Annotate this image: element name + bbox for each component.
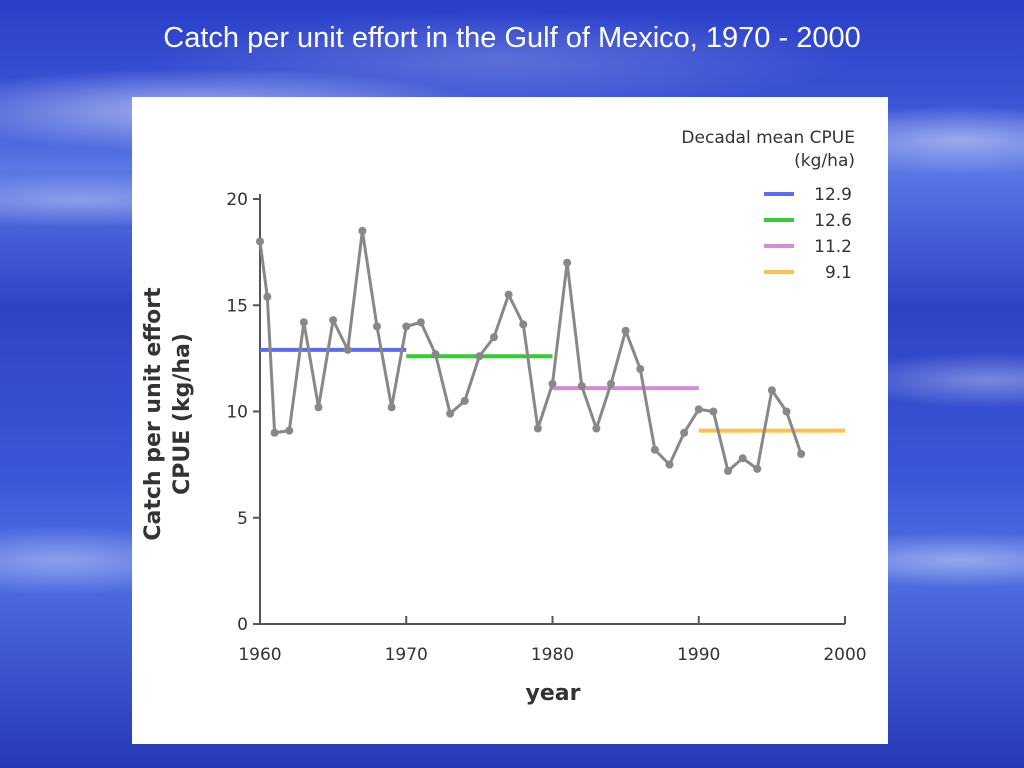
series xyxy=(256,226,806,475)
x-tick-label-2: 1980 xyxy=(531,645,574,665)
data-point-7 xyxy=(343,345,352,354)
y-axis-title-line1: Catch per unit effort xyxy=(141,287,166,541)
data-point-37 xyxy=(782,407,791,416)
data-point-1 xyxy=(263,292,272,301)
data-point-35 xyxy=(753,464,762,473)
legend-title-line2: (kg/ha) xyxy=(794,151,855,171)
data-point-23 xyxy=(577,382,586,390)
data-point-29 xyxy=(665,460,674,469)
data-point-38 xyxy=(797,450,806,458)
x-tick-label-1: 1970 xyxy=(385,645,428,665)
x-tick-label-3: 1990 xyxy=(677,645,720,665)
slide-title: Catch per unit effort in the Gulf of Mex… xyxy=(163,22,861,54)
data-point-16 xyxy=(475,352,484,361)
data-point-20 xyxy=(533,424,542,433)
y-tick-label-4: 20 xyxy=(226,190,248,210)
data-point-19 xyxy=(519,320,528,329)
data-point-22 xyxy=(563,258,572,267)
y-axis-title: Catch per unit effort CPUE (kg/ha) xyxy=(141,287,195,541)
data-point-8 xyxy=(358,226,367,235)
ticks: 0 5 10 15 20 1960 1970 1980 1990 2000 xyxy=(226,190,866,665)
data-point-32 xyxy=(709,407,718,416)
y-axis-title-line2: CPUE (kg/ha) xyxy=(170,333,195,495)
data-point-18 xyxy=(504,290,513,299)
chart-panel: 0 5 10 15 20 1960 1970 1980 1990 2000 Decadal mea… xyxy=(132,97,888,744)
data-point-13 xyxy=(431,350,440,359)
decadal-mean-lines xyxy=(260,347,845,433)
x-tick-label-4: 2000 xyxy=(823,645,866,665)
axes xyxy=(259,194,845,625)
data-point-9 xyxy=(373,322,381,331)
data-point-3 xyxy=(285,426,294,435)
y-tick-label-0: 0 xyxy=(237,615,248,635)
data-point-10 xyxy=(387,403,396,412)
data-point-4 xyxy=(299,318,308,327)
data-point-31 xyxy=(694,405,703,414)
data-point-0 xyxy=(256,237,264,246)
cpue-line-chart: 0 5 10 15 20 1960 1970 1980 1990 2000 Decadal mea… xyxy=(141,128,867,706)
legend-title-line1: Decadal mean CPUE xyxy=(681,128,855,148)
y-tick-label-2: 10 xyxy=(226,403,248,423)
data-point-36 xyxy=(767,386,776,395)
data-point-11 xyxy=(402,322,411,331)
data-point-15 xyxy=(460,396,469,405)
data-point-30 xyxy=(680,428,689,437)
data-point-5 xyxy=(314,403,323,412)
legend-label-0: 12.9 xyxy=(814,185,852,205)
x-tick-label-0: 1960 xyxy=(238,645,281,665)
data-point-21 xyxy=(548,379,557,388)
legend: Decadal mean CPUE (kg/ha) 12.9 12.6 11.2 9.… xyxy=(681,128,855,283)
y-tick-label-1: 5 xyxy=(237,509,248,529)
legend-items: 12.9 12.6 11.2 9.1 xyxy=(764,185,852,283)
data-point-14 xyxy=(446,409,455,418)
legend-label-2: 11.2 xyxy=(814,237,852,257)
data-point-2 xyxy=(270,428,279,437)
data-point-12 xyxy=(416,318,425,327)
data-point-34 xyxy=(738,454,747,463)
data-point-33 xyxy=(724,467,732,475)
legend-label-3: 9.1 xyxy=(825,263,852,283)
data-point-27 xyxy=(636,365,645,373)
data-point-6 xyxy=(329,316,338,325)
y-tick-label-3: 15 xyxy=(226,296,248,316)
x-axis-title: year xyxy=(526,681,581,706)
data-point-25 xyxy=(607,379,615,388)
legend-label-1: 12.6 xyxy=(814,211,852,231)
data-point-17 xyxy=(490,333,498,342)
data-point-24 xyxy=(592,424,601,433)
data-point-26 xyxy=(621,326,630,335)
data-point-28 xyxy=(650,445,659,454)
